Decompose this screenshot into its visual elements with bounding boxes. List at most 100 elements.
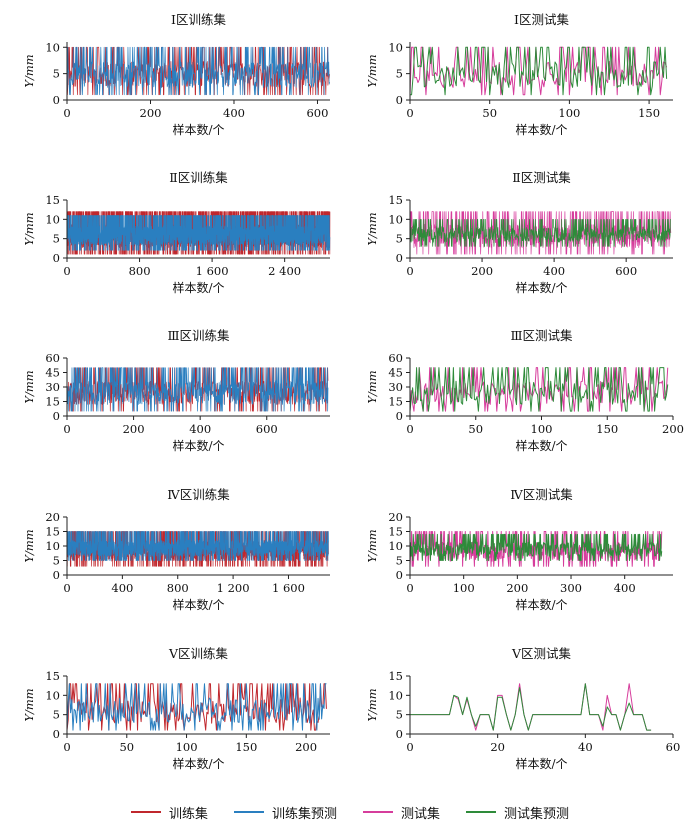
series-line-test [409, 367, 669, 412]
series-line-train_pred [66, 46, 330, 96]
x-tick-label: 300 [560, 581, 582, 595]
y-tick-label: 30 [45, 380, 60, 394]
y-tick-label: 0 [396, 568, 403, 582]
x-tick-label: 400 [614, 581, 636, 595]
x-tick-label: 2 400 [268, 264, 301, 278]
y-tick-label: 15 [45, 669, 60, 683]
y-tick-label: 0 [53, 251, 60, 265]
x-axis-label: 样本数/个 [515, 122, 567, 137]
x-axis-label: 样本数/个 [172, 756, 224, 771]
x-tick-label: 60 [666, 740, 681, 754]
x-tick-label: 50 [468, 422, 483, 436]
x-tick-label: 200 [295, 740, 317, 754]
y-tick-label: 0 [396, 727, 403, 741]
y-tick-label: 30 [388, 380, 403, 394]
y-axis-label: Y/mm [365, 54, 379, 87]
legend: 训练集 训练集预测 测试集 测试集预测 [0, 800, 700, 824]
chart-title: Ⅱ区测试集 [512, 170, 571, 185]
y-axis-label: Y/mm [22, 370, 36, 403]
series-line-test_pred [409, 533, 663, 561]
y-tick-label: 45 [45, 366, 60, 380]
x-axis-label: 样本数/个 [515, 756, 567, 771]
x-tick-label: 0 [406, 106, 413, 120]
x-tick-label: 100 [558, 106, 580, 120]
x-tick-label: 100 [176, 740, 198, 754]
x-tick-label: 100 [453, 581, 475, 595]
y-tick-label: 0 [396, 93, 403, 107]
series-line-train_pred [66, 531, 329, 561]
x-tick-label: 0 [63, 740, 70, 754]
x-axis-label: 样本数/个 [172, 597, 224, 612]
legend-swatch-test-pred [466, 811, 497, 813]
y-tick-label: 60 [45, 351, 60, 365]
y-tick-label: 60 [388, 351, 403, 365]
x-axis-label: 样本数/个 [515, 597, 567, 612]
y-axis-label: Y/mm [365, 688, 379, 721]
y-tick-label: 0 [396, 251, 403, 265]
y-axis-label: Y/mm [365, 529, 379, 562]
y-tick-label: 20 [45, 510, 60, 524]
y-tick-label: 10 [388, 212, 403, 226]
series-line-test_pred [409, 367, 669, 412]
chart-panel-3: Ⅱ区训练集 0 800 1 600 2 400 0 5 10 15 样本数/个 Y/mm [22, 170, 331, 295]
chart-title: Ⅲ区测试集 [510, 328, 573, 343]
series-line-train_pred [66, 215, 331, 251]
chart-title: Ⅴ区训练集 [168, 646, 229, 661]
y-tick-label: 20 [388, 510, 403, 524]
x-tick-label: 200 [123, 422, 145, 436]
y-tick-label: 5 [53, 708, 60, 722]
legend-label-test-pred: 测试集预测 [504, 806, 570, 822]
legend-item-test: 测试集 [363, 803, 440, 822]
x-tick-label: 400 [543, 264, 565, 278]
chart-panel-9: Ⅴ区训练集 0 50 100 150 200 0 5 10 15 样本数/个 Y/mm [22, 646, 330, 771]
series-line-train_pred [66, 367, 329, 412]
x-tick-label: 400 [189, 422, 211, 436]
y-tick-label: 5 [53, 67, 60, 81]
y-axis-label: Y/mm [22, 688, 36, 721]
x-tick-label: 800 [167, 581, 189, 595]
x-tick-label: 150 [638, 106, 660, 120]
y-tick-label: 10 [45, 40, 60, 54]
chart-title: Ⅰ区训练集 [171, 12, 226, 27]
legend-label-train: 训练集 [168, 806, 208, 822]
x-axis-label: 样本数/个 [172, 438, 224, 453]
x-tick-label: 1 600 [196, 264, 229, 278]
x-tick-label: 600 [306, 106, 328, 120]
series-line-test_pred [410, 46, 668, 96]
y-tick-label: 45 [388, 366, 403, 380]
legend-label-train-pred: 训练集预测 [271, 806, 337, 822]
series-line-test_pred [410, 683, 652, 731]
legend-item-train-pred: 训练集预测 [233, 803, 337, 822]
y-axis-label: Y/mm [22, 212, 36, 245]
y-tick-label: 5 [53, 554, 60, 568]
x-tick-label: 400 [223, 106, 245, 120]
x-tick-label: 1 200 [217, 581, 250, 595]
y-tick-label: 5 [53, 232, 60, 246]
x-axis-label: 样本数/个 [172, 122, 224, 137]
y-tick-label: 15 [45, 193, 60, 207]
x-tick-label: 600 [615, 264, 637, 278]
x-tick-label: 0 [406, 581, 413, 595]
x-tick-label: 200 [140, 106, 162, 120]
chart-title: Ⅴ区测试集 [511, 646, 572, 661]
x-axis-label: 样本数/个 [515, 438, 567, 453]
x-tick-label: 800 [129, 264, 151, 278]
x-tick-label: 0 [63, 422, 70, 436]
y-tick-label: 15 [388, 395, 403, 409]
x-tick-label: 40 [578, 740, 593, 754]
x-tick-label: 100 [531, 422, 553, 436]
legend-item-train: 训练集 [130, 803, 208, 822]
legend-swatch-train-pred [233, 811, 264, 813]
y-tick-label: 0 [53, 93, 60, 107]
chart-title: Ⅳ区训练集 [167, 487, 230, 502]
x-tick-label: 200 [506, 581, 528, 595]
y-tick-label: 10 [388, 539, 403, 553]
chart-title: Ⅲ区训练集 [167, 328, 230, 343]
y-tick-label: 0 [53, 568, 60, 582]
y-tick-label: 15 [388, 193, 403, 207]
x-tick-label: 150 [235, 740, 257, 754]
